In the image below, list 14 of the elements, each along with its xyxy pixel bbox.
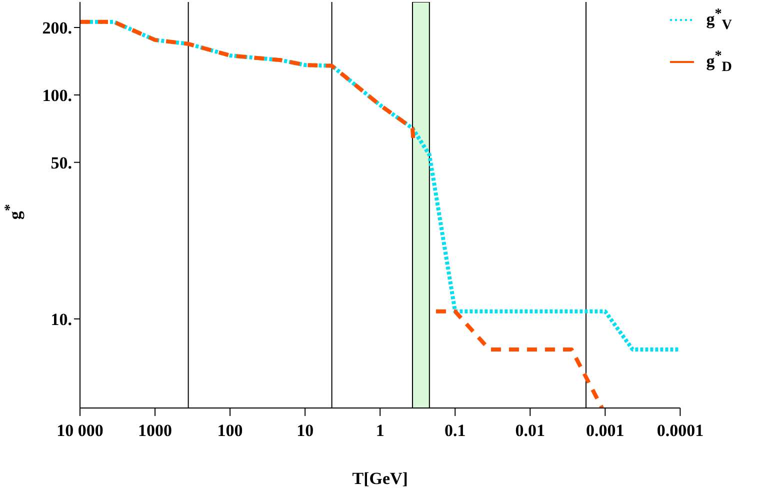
x-tick-label: 0.001: [586, 421, 624, 440]
y-tick-label: 100.: [42, 86, 72, 105]
y-tick-label: 200.: [42, 18, 72, 38]
x-tick-label: 0.01: [515, 421, 546, 440]
x-tick-label: 100: [217, 421, 243, 440]
x-tick-label: 10 000: [56, 421, 104, 440]
y-tick-label: 10.: [50, 310, 72, 329]
x-tick-label: 10: [296, 421, 314, 440]
x-axis-title: T[GeV]: [352, 469, 408, 488]
x-tick-label: 1000: [138, 421, 172, 440]
y-tick-label: 50.: [50, 153, 72, 172]
x-tick-label: 1: [376, 421, 384, 440]
x-tick-label: 0.1: [444, 421, 466, 440]
x-tick-label: 0.0001: [656, 421, 704, 440]
